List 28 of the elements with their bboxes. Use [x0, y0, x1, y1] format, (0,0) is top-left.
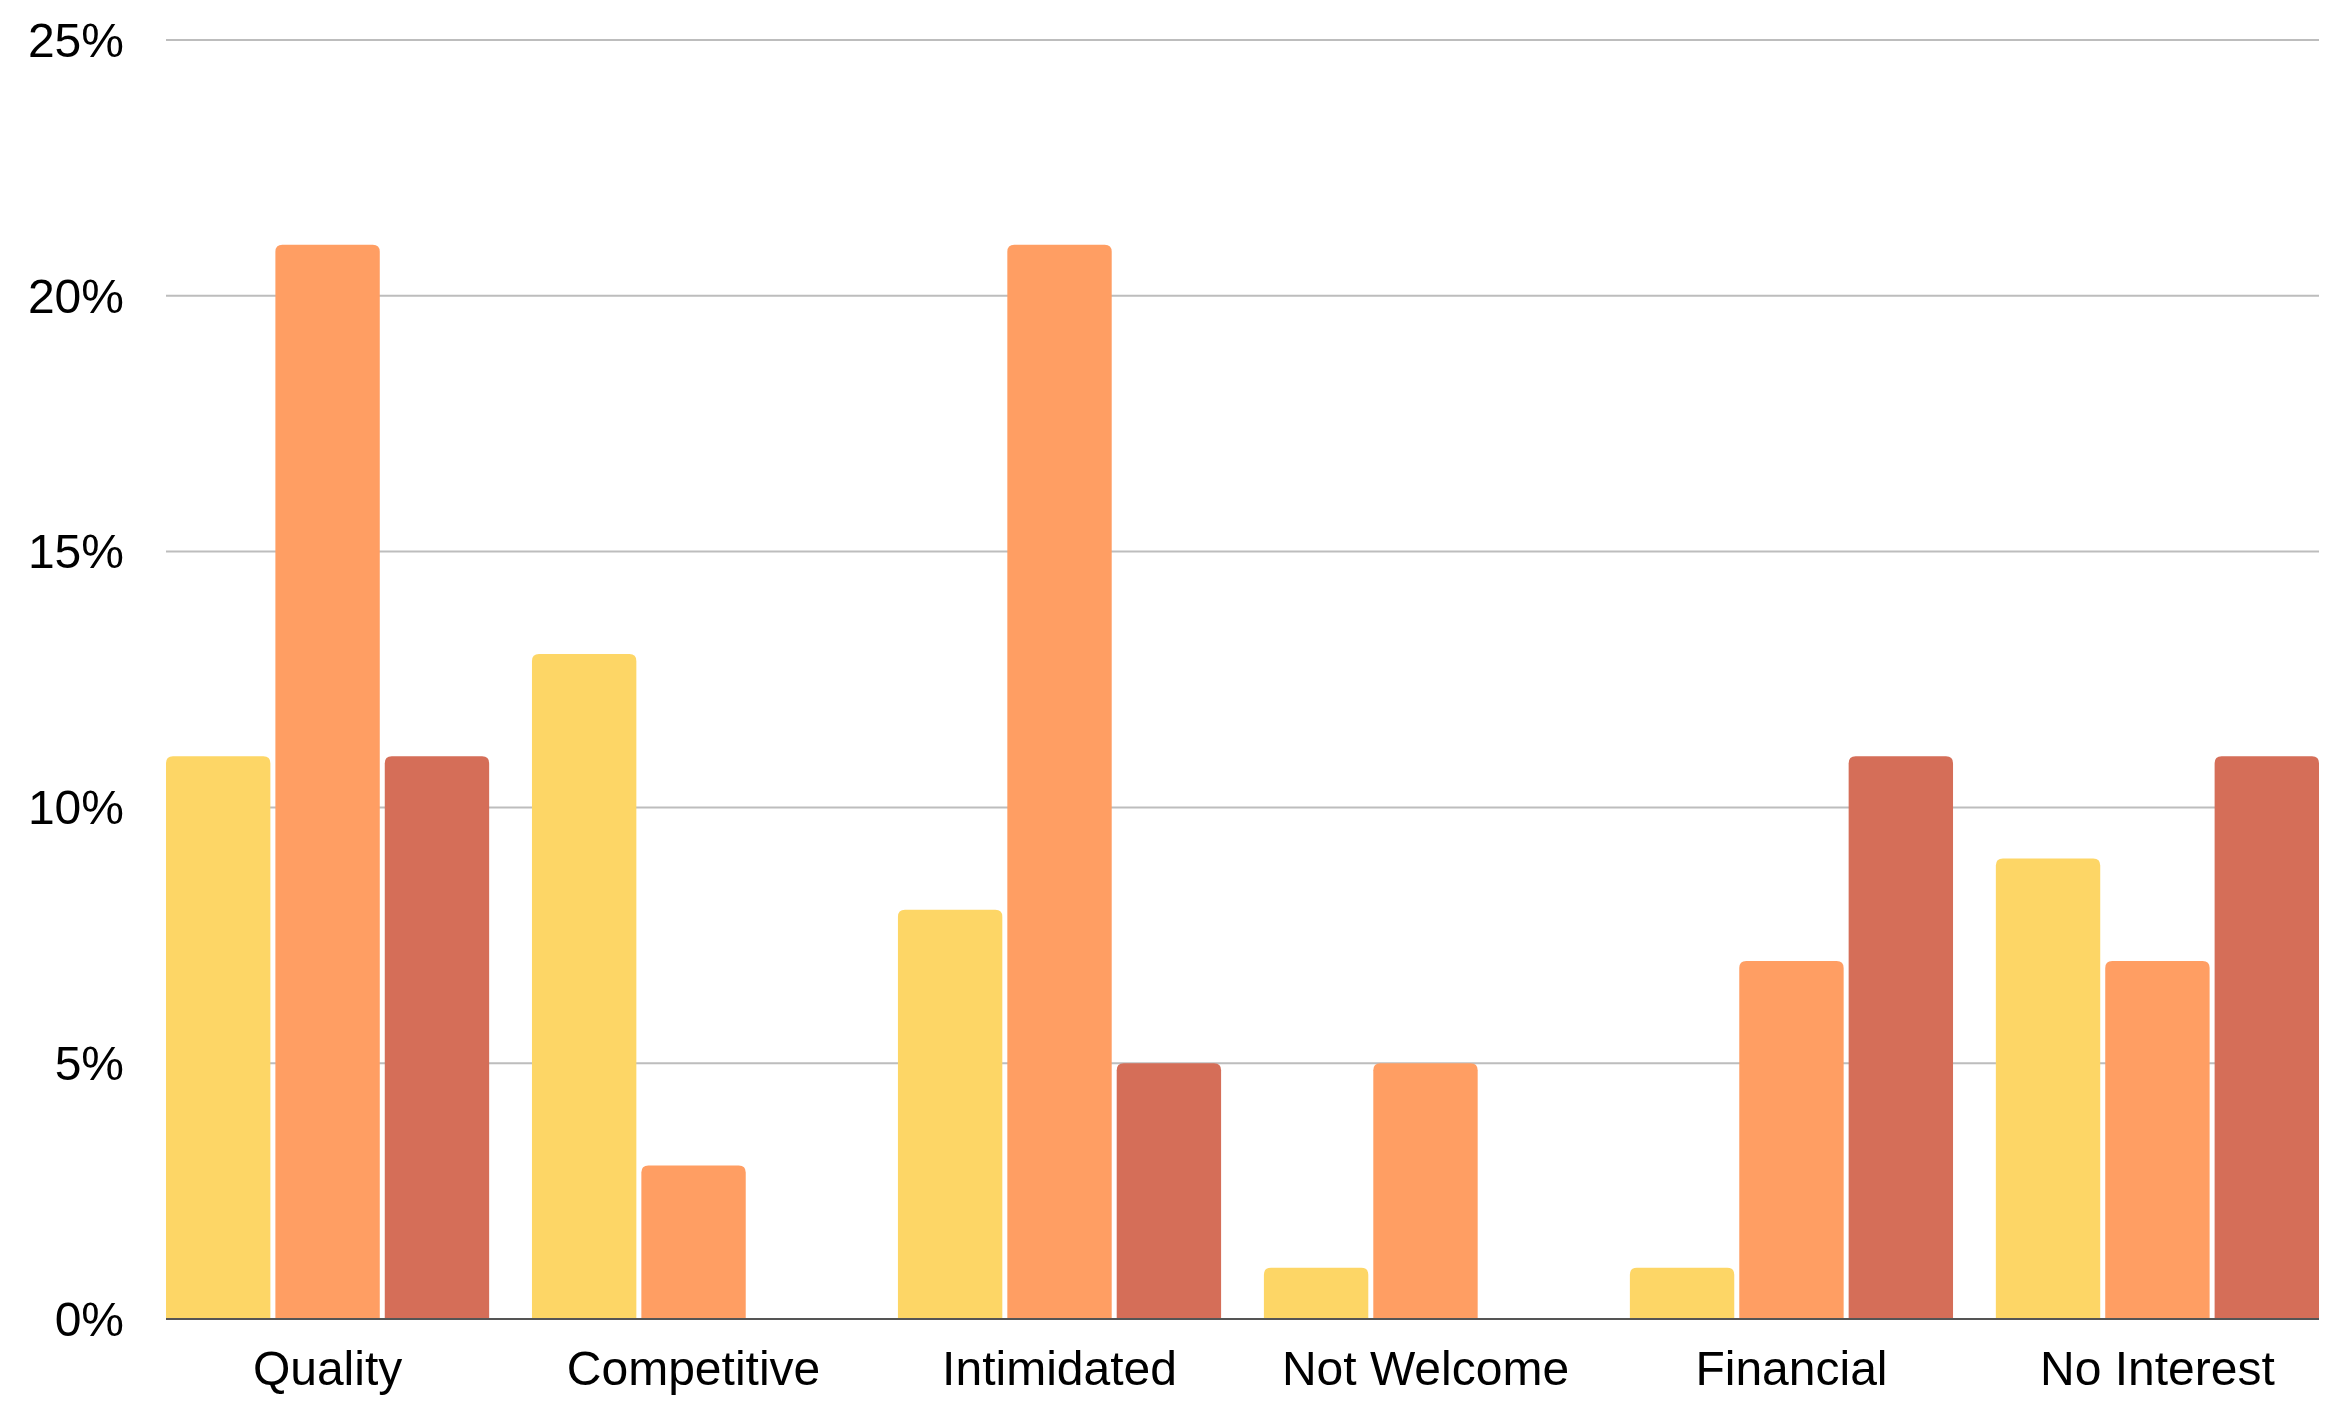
bar — [384, 756, 490, 1319]
y-tick-label: 25% — [27, 13, 124, 67]
x-tick-label: Competitive — [566, 1342, 821, 1395]
bar — [1739, 960, 1844, 1319]
x-tick-label: Quality — [252, 1342, 403, 1395]
bar — [1629, 1267, 1735, 1319]
bar — [1995, 858, 2101, 1319]
x-tick-label: Financial — [1695, 1342, 1888, 1395]
bar — [1373, 1063, 1478, 1319]
y-tick-label: 20% — [27, 269, 124, 323]
bar — [275, 244, 380, 1319]
x-tick-label: Intimidated — [942, 1342, 1177, 1395]
bar — [2105, 960, 2210, 1319]
bar — [641, 1165, 746, 1319]
bar — [1848, 756, 1954, 1319]
y-tick-label: 10% — [27, 781, 124, 835]
bar — [1263, 1267, 1369, 1319]
y-tick-label: 15% — [27, 525, 124, 579]
bar — [166, 756, 271, 1319]
x-tick-label: Not Welcome — [1281, 1342, 1570, 1395]
bar — [897, 909, 1003, 1319]
bar — [531, 653, 637, 1319]
bar — [1007, 244, 1112, 1319]
bar — [1116, 1063, 1222, 1319]
y-tick-label: 5% — [54, 1037, 124, 1090]
x-tick-label: No Interest — [2040, 1342, 2275, 1395]
y-tick-label: 0% — [54, 1292, 124, 1346]
bar — [2214, 756, 2319, 1319]
